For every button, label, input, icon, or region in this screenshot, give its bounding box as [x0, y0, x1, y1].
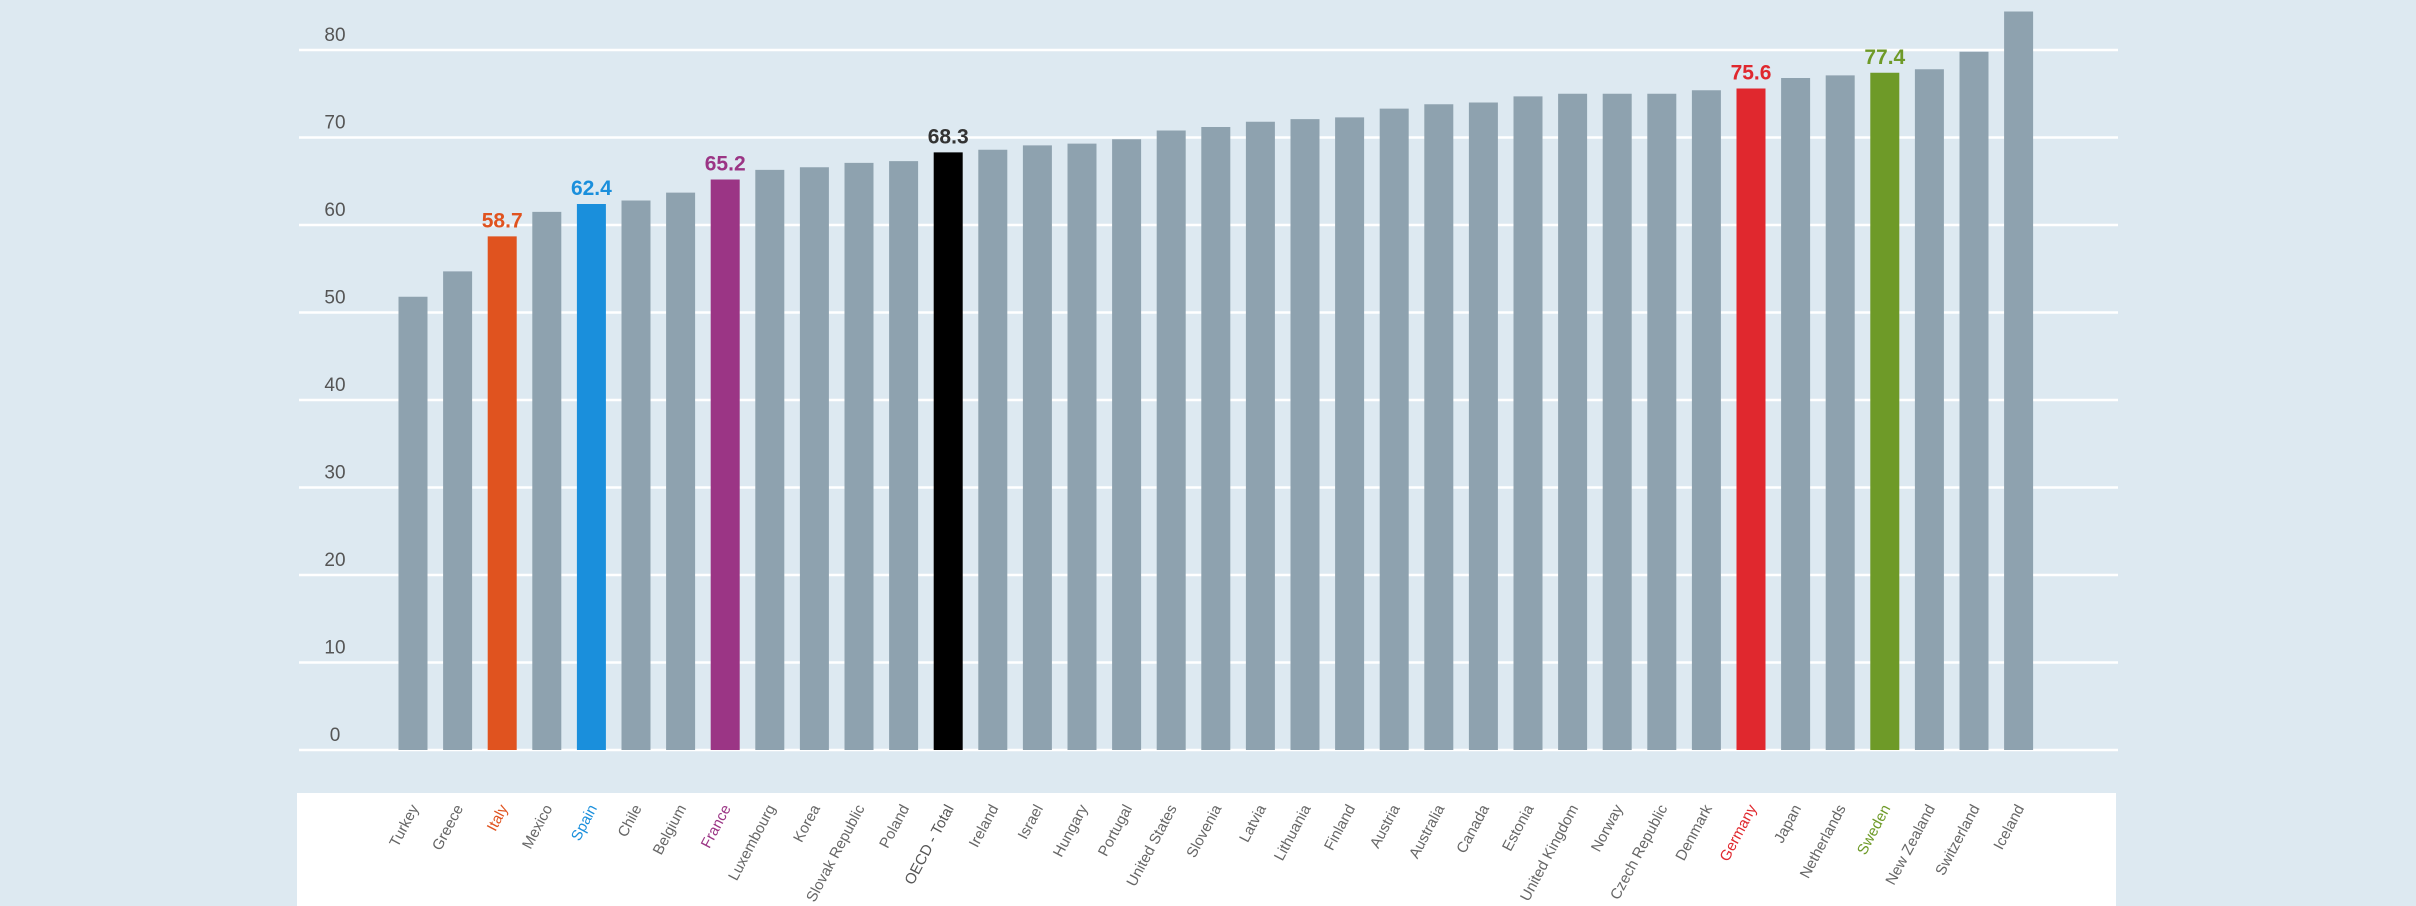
- bar-spain: [576, 204, 606, 750]
- bar-estonia: [1513, 96, 1543, 750]
- bar-germany: [1736, 88, 1766, 750]
- bar-lithuania: [1290, 119, 1320, 750]
- data-label-oecd-total: 68.3: [928, 125, 969, 148]
- bar-australia: [1424, 104, 1454, 750]
- bar-korea: [799, 167, 829, 750]
- bar-ireland: [978, 149, 1008, 750]
- bar-italy: [487, 236, 517, 750]
- bar-new-zealand: [1914, 69, 1944, 750]
- bar-portugal: [1112, 139, 1142, 750]
- bar-austria: [1379, 108, 1409, 750]
- bar-belgium: [666, 192, 696, 750]
- data-label-italy: 58.7: [482, 209, 523, 232]
- data-label-sweden: 77.4: [1864, 46, 1905, 69]
- data-label-spain: 62.4: [571, 177, 612, 200]
- data-label-germany: 75.6: [1731, 62, 1772, 85]
- bar-israel: [1022, 145, 1052, 750]
- bar-slovak-republic: [844, 162, 874, 750]
- y-tick-label: 40: [324, 375, 345, 396]
- bars: [398, 11, 2034, 750]
- bar-oecd-total: [933, 152, 963, 750]
- bar-switzerland: [1959, 51, 1989, 750]
- bar-united-states: [1156, 130, 1186, 750]
- y-tick-label: 70: [324, 113, 345, 134]
- bar-hungary: [1067, 143, 1097, 750]
- bar-norway: [1602, 93, 1632, 750]
- bar-sweden: [1870, 72, 1900, 750]
- bar-greece: [443, 271, 473, 750]
- data-labels: 58.7 62.4 65.2 68.3 75.6 77.4: [482, 46, 1906, 233]
- y-axis-ticks: 0 10 20 30 40 50 60 70 80: [324, 25, 345, 746]
- bar-japan: [1781, 78, 1811, 750]
- bar-poland: [889, 161, 919, 750]
- bar-czech-republic: [1647, 93, 1677, 750]
- y-tick-label: 60: [324, 200, 345, 221]
- y-tick-label: 50: [324, 288, 345, 309]
- y-tick-label: 10: [324, 638, 345, 659]
- bar-chile: [621, 200, 651, 750]
- bar-latvia: [1245, 121, 1275, 750]
- bar-luxembourg: [755, 169, 785, 750]
- bar-mexico: [532, 211, 562, 750]
- y-tick-label: 0: [330, 725, 341, 746]
- bar-canada: [1468, 102, 1498, 750]
- bar-netherlands: [1825, 75, 1855, 750]
- bar-france: [710, 179, 740, 750]
- y-tick-label: 20: [324, 550, 345, 571]
- y-tick-label: 30: [324, 463, 345, 484]
- bar-turkey: [398, 296, 428, 750]
- y-tick-label: 80: [324, 25, 345, 46]
- bar-slovenia: [1201, 127, 1231, 750]
- data-label-france: 65.2: [705, 153, 746, 176]
- bar-iceland: [2004, 11, 2034, 750]
- bar-denmark: [1691, 90, 1721, 750]
- bar-united-kingdom: [1558, 93, 1588, 750]
- bar-finland: [1335, 117, 1365, 750]
- category-label-panel: [297, 793, 2116, 906]
